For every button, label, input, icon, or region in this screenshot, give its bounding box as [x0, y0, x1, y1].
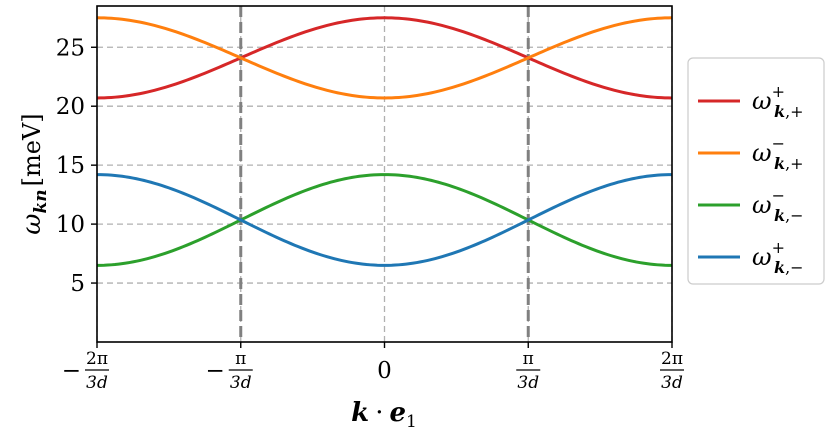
x-tick-numerator: 2π: [86, 349, 108, 369]
x-tick-sign: −: [205, 358, 224, 384]
series-layer: [96, 16, 673, 267]
legend-label-3: ω+ k,−: [752, 238, 804, 277]
legend-box: [687, 57, 825, 285]
y-tick-label: 5: [70, 271, 85, 297]
x-axis-label-sub: 1: [406, 412, 417, 432]
x-tick-sign: −: [62, 358, 81, 384]
x-tick-label: 2π 3d−: [62, 349, 109, 393]
x-tick-numerator: π: [235, 349, 246, 369]
y-axis-label-sub: kn: [31, 189, 51, 213]
y-tick-label: 25: [56, 35, 85, 61]
x-axis-label-k: k: [351, 398, 369, 428]
vertical-marker-layer: [239, 6, 530, 342]
series-line-1: [96, 16, 673, 100]
series-line-3: [96, 173, 673, 267]
x-tick-label: 0: [377, 358, 392, 384]
x-tick-numerator: 2π: [661, 349, 683, 369]
x-tick-label: π 3d: [516, 349, 541, 393]
y-tick-label: 15: [56, 153, 85, 179]
x-tick-denominator: 3d: [86, 373, 108, 393]
x-axis-label: k · e1: [351, 398, 417, 432]
x-tick-denominator: 3d: [517, 373, 539, 393]
legend-label-1: ω− k,+: [752, 134, 804, 173]
y-tick-layer: 5 10 15 20 25: [56, 35, 97, 297]
series-line-0: [96, 16, 673, 100]
y-tick-label: 20: [56, 94, 85, 120]
x-tick-label: π 3d−: [205, 349, 253, 393]
legend-label-2: ω− k,−: [752, 186, 804, 225]
y-axis-label-unit: [meV]: [18, 113, 46, 186]
x-axis-label-dot: ·: [375, 398, 383, 428]
x-tick-numerator: π: [523, 349, 534, 369]
y-axis-label-omega: ω: [17, 213, 47, 234]
legend-label-0: ω+ k,+: [752, 82, 804, 121]
x-tick-label-plain: 0: [377, 358, 392, 384]
series-line-2: [96, 173, 673, 267]
y-axis-label: ωkn [meV]: [17, 113, 51, 234]
y-tick-label: 10: [56, 212, 85, 238]
x-axis-label-e: e: [389, 398, 406, 428]
x-tick-denominator: 3d: [230, 373, 252, 393]
x-tick-denominator: 3d: [661, 373, 683, 393]
legend: ω+ k,+ ω− k,+ ω− k,− ω+ k,−: [698, 82, 804, 277]
